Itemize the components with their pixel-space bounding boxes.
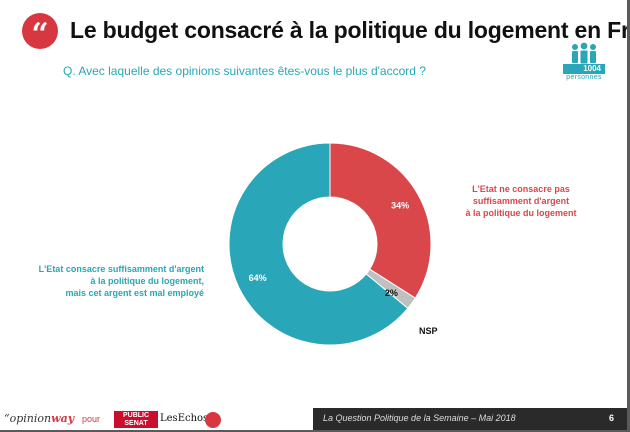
page-title: Le budget consacré à la politique du log… <box>70 17 627 43</box>
people-icon <box>572 42 596 64</box>
sample-size-badge: 1004 personnes <box>563 42 605 82</box>
donut-slice <box>329 142 432 299</box>
slice-category-line: L'Etat ne consacre pas <box>472 184 570 194</box>
public-senat-logo-line: PUBLIC <box>122 412 150 419</box>
quote-icon: “ <box>22 13 58 52</box>
public-senat-logo: PUBLIC SENAT <box>114 411 158 428</box>
donut-chart: 34% 2% 64% <box>228 142 432 346</box>
opinionway-logo: “opinionway <box>4 412 74 425</box>
sample-size-count: 1004 <box>563 64 605 74</box>
slice-category-line: NSP <box>419 326 438 336</box>
slice-value-label: 2% <box>385 288 398 298</box>
public-senat-logo-line: SENAT <box>124 420 148 427</box>
sample-size-unit: personnes <box>566 74 602 81</box>
opinionway-logo-text: “opinion <box>4 412 52 425</box>
page-number: 6 <box>609 413 615 423</box>
donut-slice <box>228 142 409 346</box>
footer-pour: pour <box>82 414 101 424</box>
footer-bar: La Question Politique de la Semaine – Ma… <box>313 408 627 430</box>
slice-category-line: suffisamment d'argent <box>472 196 570 206</box>
opinionway-logo-accent: way <box>51 412 75 425</box>
slice-value-label: 34% <box>391 200 409 210</box>
slice-category-label: NSP <box>419 325 438 337</box>
survey-question: Q. Avec laquelle des opinions suivantes … <box>63 64 426 78</box>
slice-category-line: à la politique du logement, <box>90 276 204 286</box>
slice-category-label: L'Etat ne consacre pas suffisamment d'ar… <box>446 183 596 219</box>
slice-category-label: L'Etat consacre suffisamment d'argent à … <box>28 263 204 299</box>
footer-brands: “opinionway pour PUBLIC SENAT LesEchos <box>0 406 313 430</box>
slice-category-line: mais cet argent est mal employé <box>65 288 204 298</box>
footer-caption: La Question Politique de la Semaine – Ma… <box>323 413 516 423</box>
slice-value-label: 64% <box>249 273 267 283</box>
slice-category-line: L'Etat consacre suffisamment d'argent <box>38 264 204 274</box>
lesechos-logo: LesEchos <box>160 413 209 424</box>
slice-category-line: à la politique du logement <box>465 208 577 218</box>
partner-logo-icon <box>205 412 221 428</box>
